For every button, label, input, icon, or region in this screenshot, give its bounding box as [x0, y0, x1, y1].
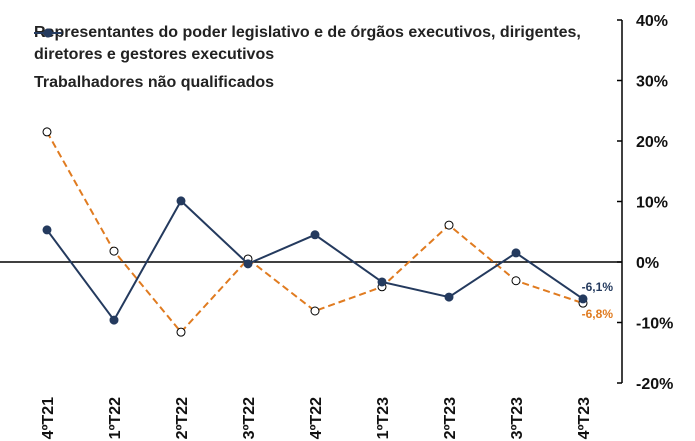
legend-item: Trabalhadores não qualificados [34, 28, 604, 94]
x-tick-label: 4ºT22 [308, 397, 325, 439]
point [243, 259, 253, 269]
legend-marker [43, 28, 53, 38]
y-tick-label: 10% [636, 195, 668, 212]
y-tick-label: 20% [636, 134, 668, 151]
y-tick-label: -10% [636, 316, 673, 333]
legend: Representantes do poder legislativo e de… [34, 22, 604, 100]
point [176, 196, 186, 206]
x-tick-label: 3ºT22 [241, 397, 258, 439]
y-tick-label: -20% [636, 376, 673, 393]
x-tick-label: 2ºT23 [442, 397, 459, 439]
y-tick-label: 30% [636, 74, 668, 91]
legend-item: Representantes do poder legislativo e de… [34, 22, 604, 66]
legend-swatch [34, 28, 62, 38]
point [377, 277, 387, 287]
value-label: -6,8% [582, 307, 614, 321]
point [444, 220, 454, 230]
y-tick-label: 40% [636, 13, 668, 30]
point [109, 246, 119, 256]
point [176, 327, 186, 337]
legend-label: Trabalhadores não qualificados [34, 74, 275, 91]
x-tick-label: 4ºT23 [576, 397, 593, 439]
value-label: -6,1% [582, 280, 614, 294]
y-tick-label: 0% [636, 255, 659, 272]
point [310, 306, 320, 316]
point [42, 225, 52, 235]
point [578, 294, 588, 304]
point [511, 276, 521, 286]
point [42, 127, 52, 137]
series-line [46, 131, 584, 334]
series-line [46, 199, 584, 322]
point [444, 292, 454, 302]
point [511, 248, 521, 258]
x-tick-label: 1ºT23 [375, 397, 392, 439]
x-tick-label: 4ºT21 [40, 397, 57, 439]
point [109, 315, 119, 325]
x-tick-label: 1ºT22 [107, 397, 124, 439]
x-tick-label: 2ºT22 [174, 397, 191, 439]
legend-label: Representantes do poder legislativo e de… [34, 24, 581, 63]
x-tick-label: 3ºT23 [509, 397, 526, 439]
point [310, 230, 320, 240]
